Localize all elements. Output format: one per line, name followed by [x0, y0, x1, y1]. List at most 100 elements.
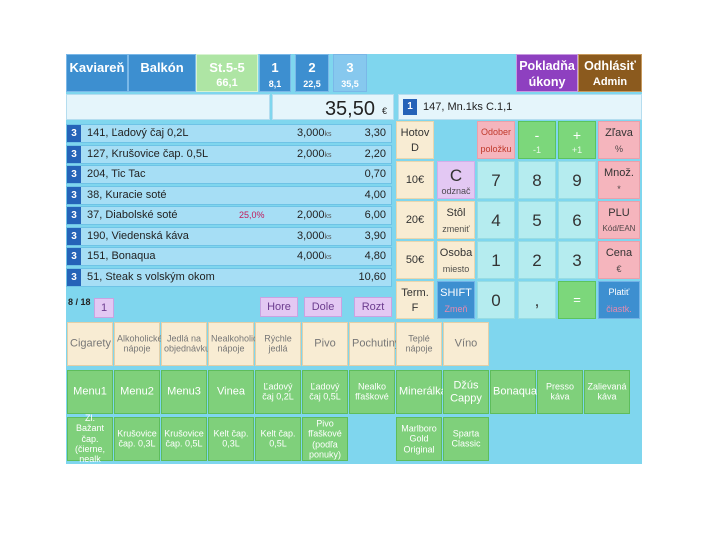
product-button[interactable]: Kelt čap. 0,3L: [208, 417, 254, 461]
cash-button[interactable]: Hotov D: [396, 121, 434, 159]
order-row-amount: 6,00: [364, 209, 386, 221]
logout-button[interactable]: Odhlásiť Admin: [578, 54, 642, 92]
order-row[interactable]: 3 190, Viedenská káva 3,000ks 3,90: [66, 226, 392, 246]
order-row[interactable]: 3 38, Kuracie soté 4,00: [66, 185, 392, 205]
info-badge: 1: [403, 99, 417, 115]
product-button-label: Zl. Bažant čap. (čierne, nealk: [74, 413, 105, 465]
digit-7-label: 7: [491, 171, 501, 190]
order-row-name: 51, Steak s volským okom: [87, 270, 215, 283]
fifty-euro-button[interactable]: 50€: [396, 241, 434, 279]
tab-1-number: 1: [271, 60, 279, 75]
order-row-amount: 4,80: [364, 250, 386, 262]
product-button[interactable]: Minerálka: [396, 370, 447, 414]
digit-0-button[interactable]: 0: [477, 281, 515, 319]
table-button[interactable]: St.5-5 66,1: [196, 54, 258, 92]
product-button[interactable]: Bonaqua: [490, 370, 537, 414]
order-row[interactable]: 3 141, Ľadový čaj 0,2L 3,000ks 3,30: [66, 124, 392, 143]
category-button[interactable]: Teplé nápoje: [396, 322, 442, 366]
category-button[interactable]: Pivo: [302, 322, 348, 366]
order-row[interactable]: 3 151, Bonaqua 4,000ks 4,80: [66, 247, 392, 266]
product-button-label: Presso káva: [545, 381, 574, 402]
product-button[interactable]: Krušovice čap. 0,5L: [161, 417, 207, 461]
minus-button[interactable]: - -1: [518, 121, 556, 159]
product-button[interactable]: Menu2: [114, 370, 160, 414]
product-button[interactable]: Sparta Classic: [443, 417, 489, 461]
order-row-badge: 3: [67, 166, 81, 183]
partial-pay-button[interactable]: Platiť čiastk.: [598, 281, 640, 319]
page-button[interactable]: 1: [94, 298, 114, 318]
digit-5-button[interactable]: 5: [518, 201, 556, 239]
digit-7-button[interactable]: 7: [477, 161, 515, 199]
quantity-button[interactable]: Množ. *: [598, 161, 640, 199]
terminal-label: Term.: [401, 287, 429, 299]
product-button[interactable]: Krušovice čap. 0,3L: [114, 417, 160, 461]
comma-button[interactable]: ,: [518, 281, 556, 319]
product-button-label: Džús Cappy: [450, 379, 482, 404]
discount-label: Zľava: [605, 127, 633, 139]
plu-button[interactable]: PLU Kód/EAN: [598, 201, 640, 239]
scroll-up-button[interactable]: Hore: [260, 297, 298, 317]
terminal-button[interactable]: Term. F: [396, 281, 434, 319]
digit-4-button[interactable]: 4: [477, 201, 515, 239]
category-button[interactable]: Jedlá na objednávku: [161, 322, 210, 366]
product-button[interactable]: Ľadový čaj 0,5L: [302, 370, 348, 414]
order-row-name: 190, Viedenská káva: [87, 229, 189, 242]
shift-button[interactable]: SHIFT Zmeň: [437, 281, 475, 319]
digit-6-button[interactable]: 6: [558, 201, 596, 239]
area-button[interactable]: Balkón: [128, 54, 196, 92]
person-seat-button[interactable]: Osoba miesto: [437, 241, 475, 279]
digit-2-button[interactable]: 2: [518, 241, 556, 279]
tab-3[interactable]: 3 35,5: [333, 54, 367, 92]
plus-button[interactable]: + +1: [558, 121, 596, 159]
scroll-down-button[interactable]: Dole: [304, 297, 342, 317]
product-button[interactable]: Marlboro Gold Original: [396, 417, 442, 461]
section-button[interactable]: Kaviareň: [66, 54, 128, 92]
cash-label: Hotov: [400, 127, 430, 139]
tab-1[interactable]: 1 8,1: [259, 54, 291, 92]
order-row[interactable]: 3 127, Krušovice čap. 0,5L 2,000ks 2,20: [66, 144, 392, 164]
product-button-label: Vinea: [217, 385, 245, 398]
twenty-euro-button[interactable]: 20€: [396, 201, 434, 239]
product-button[interactable]: Vinea: [208, 370, 254, 414]
product-button[interactable]: Pivo fľaškové (podľa ponuky): [302, 417, 348, 461]
category-button[interactable]: Pochutiny: [349, 322, 400, 366]
split-button[interactable]: Rozt: [354, 297, 392, 317]
digit-1-button[interactable]: 1: [477, 241, 515, 279]
category-button[interactable]: Rýchle jedlá: [255, 322, 301, 366]
category-button-label: Teplé nápoje: [405, 333, 433, 354]
plus-label: +: [572, 127, 582, 143]
tab-2[interactable]: 2 22,5: [295, 54, 329, 92]
shift-sub: Zmeň: [444, 304, 468, 314]
order-row-amount: 4,00: [364, 188, 386, 201]
category-button[interactable]: Nealkoholické nápoje: [208, 322, 267, 366]
product-button[interactable]: Menu3: [161, 370, 207, 414]
digit-3-button[interactable]: 3: [558, 241, 596, 279]
pos-app: Kaviareň Balkón St.5-5 66,1 1 8,1 2 22,5…: [66, 54, 642, 465]
discount-button[interactable]: Zľava %: [598, 121, 640, 159]
product-button[interactable]: Nealko fľaškové: [349, 370, 395, 414]
category-button[interactable]: Alkoholické nápoje: [114, 322, 163, 366]
product-button[interactable]: Džús Cappy: [443, 370, 489, 414]
remove-item-button[interactable]: Odober položku: [477, 121, 515, 159]
register-actions-button[interactable]: Pokladňa úkony: [516, 54, 578, 92]
quantity-sub: *: [617, 184, 621, 194]
clear-button[interactable]: C odznač: [437, 161, 475, 199]
product-button[interactable]: Kelt čap. 0,5L: [255, 417, 301, 461]
order-row[interactable]: 3 51, Steak s volským okom 10,60: [66, 267, 392, 287]
product-button[interactable]: Menu1: [67, 370, 113, 414]
ten-euro-button[interactable]: 10€: [396, 161, 434, 199]
order-row[interactable]: 3 37, Diabolské soté 25,0% 2,000ks 6,00: [66, 206, 392, 225]
product-button[interactable]: Zl. Bažant čap. (čierne, nealk: [67, 413, 113, 465]
order-row[interactable]: 3 204, Tic Tac 0,70: [66, 165, 392, 184]
category-button[interactable]: Cigarety: [67, 322, 113, 366]
digit-8-button[interactable]: 8: [518, 161, 556, 199]
price-button[interactable]: Cena €: [598, 241, 640, 279]
change-table-button[interactable]: Stôl zmeniť: [437, 201, 475, 239]
equals-button[interactable]: =: [558, 281, 596, 319]
product-button[interactable]: Ľadový čaj 0,2L: [255, 370, 301, 414]
product-button[interactable]: Presso káva: [537, 370, 583, 414]
category-button[interactable]: Víno: [443, 322, 489, 366]
product-button[interactable]: Zalievaná káva: [584, 370, 630, 414]
digit-9-button[interactable]: 9: [558, 161, 596, 199]
order-row-name: 38, Kuracie soté: [87, 188, 167, 201]
